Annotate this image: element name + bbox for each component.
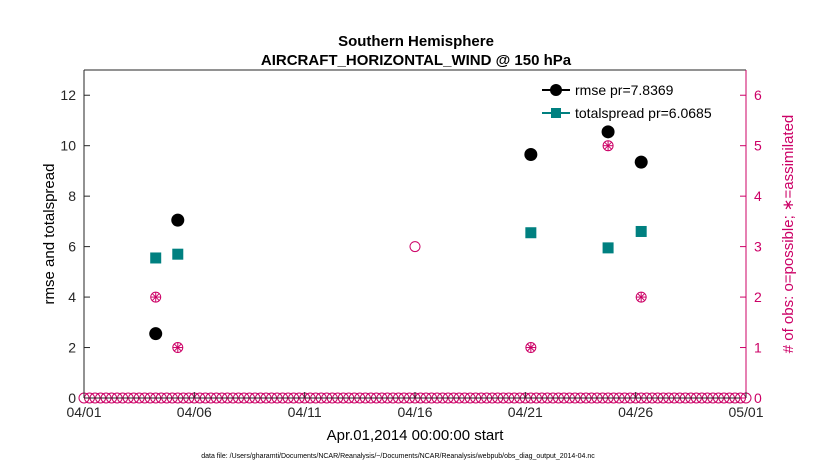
legend-totalspread-label: totalspread pr=6.0685: [575, 105, 712, 121]
y-left-tick-label: 10: [60, 138, 76, 154]
y-left-tick-label: 12: [60, 87, 76, 103]
y-axis-right-label: # of obs: o=possible; ∗=assimilated: [780, 115, 797, 354]
rmse-point: [634, 155, 648, 169]
obs-assimilated-point: [172, 342, 183, 353]
totalspread-point: [525, 227, 537, 239]
ticks-layer: 04/01 04/06 04/11 04/16 04/21 04/26 05/0102468…: [60, 87, 763, 420]
y-right-tick-label: 4: [754, 188, 762, 204]
y-left-tick-label: 0: [68, 390, 76, 406]
rmse-point: [171, 213, 185, 227]
y-right-tick-label: 1: [754, 340, 762, 356]
y-left-tick-label: 2: [68, 340, 76, 356]
x-tick-label: 04/01: [66, 404, 101, 420]
plot-area: [84, 70, 746, 398]
y-right-tick-label: 0: [754, 390, 762, 406]
y-right-tick-label: 3: [754, 239, 762, 255]
obs-assimilated-point: [603, 140, 614, 151]
x-tick-label: 04/06: [177, 404, 212, 420]
totalspread-point: [602, 242, 614, 254]
legend-rmse-marker: [550, 84, 562, 96]
rmse-point: [601, 125, 615, 139]
x-tick-label: 04/26: [618, 404, 653, 420]
legend-totalspread-marker: [551, 108, 561, 118]
totalspread-point: [172, 248, 184, 260]
x-tick-label: 04/11: [288, 404, 322, 420]
obs-assimilated-point: [150, 292, 161, 303]
x-axis-label: Apr.01,2014 00:00:00 start: [327, 427, 505, 444]
obs-assimilated-point: [525, 342, 536, 353]
x-tick-label: 05/01: [728, 404, 763, 420]
legend: rmse pr=7.8369 totalspread pr=6.0685: [538, 78, 736, 124]
totalspread-point: [635, 225, 647, 237]
y-right-tick-label: 5: [754, 138, 762, 154]
y-left-tick-label: 6: [68, 239, 76, 255]
legend-box: [538, 78, 736, 124]
y-right-tick-label: 2: [754, 289, 762, 305]
y-left-tick-label: 4: [68, 289, 76, 305]
rmse-point: [524, 148, 538, 162]
obs-possible-point: [409, 241, 421, 253]
data-file-footnote: data file: /Users/gharamti/Documents/NCA…: [201, 453, 595, 460]
y-right-tick-label: 6: [754, 87, 762, 103]
x-tick-label: 04/16: [397, 404, 432, 420]
y-axis-left-label: rmse and totalspread: [41, 164, 58, 305]
obs-assimilated-point: [636, 292, 647, 303]
totalspread-point: [150, 252, 162, 264]
chart-title-line2: AIRCRAFT_HORIZONTAL_WIND @ 150 hPa: [261, 52, 572, 69]
chart-title-line1: Southern Hemisphere: [338, 33, 494, 50]
rmse-point: [149, 327, 163, 341]
x-tick-label: 04/21: [508, 404, 543, 420]
legend-rmse-label: rmse pr=7.8369: [575, 82, 674, 98]
y-left-tick-label: 8: [68, 188, 76, 204]
